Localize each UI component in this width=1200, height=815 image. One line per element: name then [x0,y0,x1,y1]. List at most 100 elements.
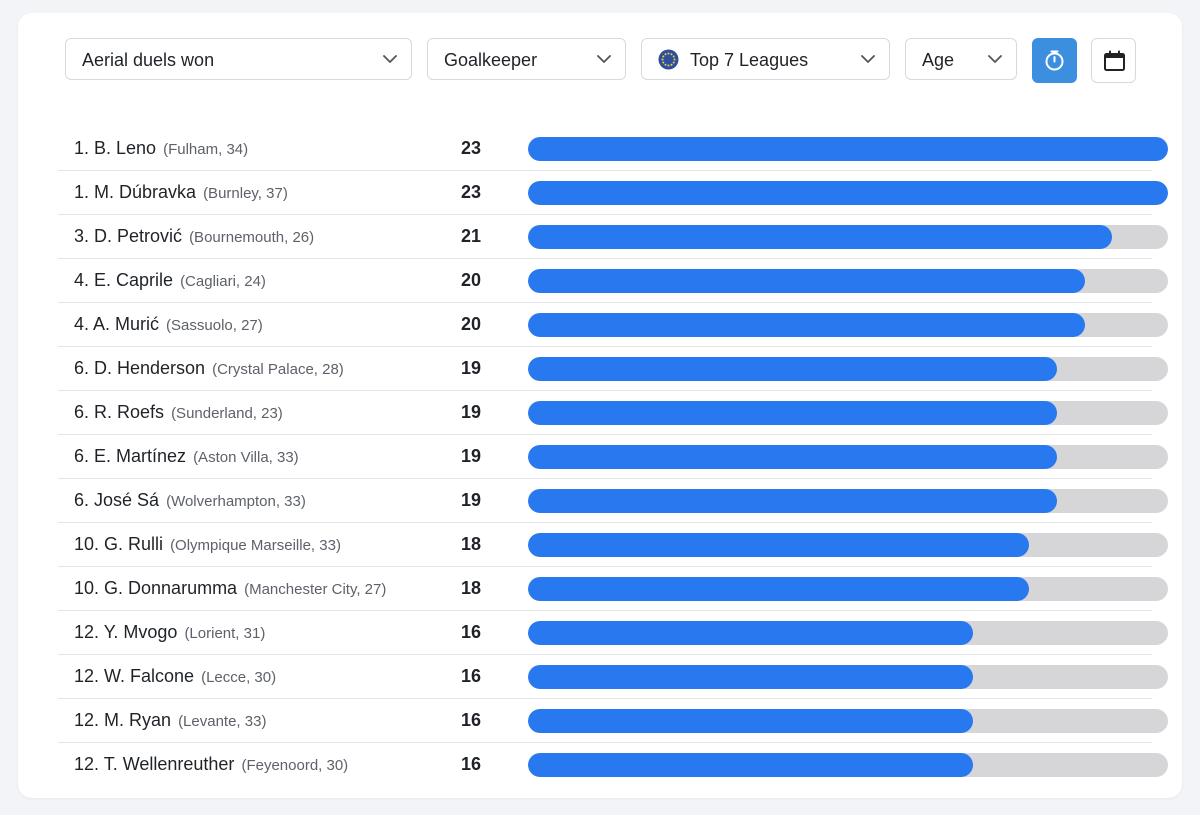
player-name-text: 12. Y. Mvogo [74,622,178,642]
bar-fill [528,357,1057,381]
player-row[interactable]: 6. R. Roefs (Sunderland, 23) 19 [58,391,1168,435]
player-name: 6. José Sá (Wolverhampton, 33) [74,490,306,511]
player-name: 12. T. Wellenreuther (Feyenoord, 30) [74,754,348,775]
filter-toolbar: Aerial duels won Goalkeeper Top 7 League… [65,38,1145,83]
player-value: 23 [460,182,482,202]
player-team-age: (Crystal Palace, 28) [212,361,344,378]
player-team-age: (Lorient, 31) [184,625,266,642]
player-team-age: (Aston Villa, 33) [193,449,299,466]
bar-fill [528,489,1057,513]
player-team-age: (Olympique Marseille, 33) [170,537,341,554]
timer-button[interactable] [1032,38,1077,83]
player-name-text: 10. G. Rulli [74,534,164,554]
player-row[interactable]: 6. D. Henderson (Crystal Palace, 28) 19 [58,347,1168,391]
leaderboard-list: 1. B. Leno (Fulham, 34) 23 1. M. Dúbravka … [58,127,1168,787]
player-name: 10. G. Donnarumma (Manchester City, 27) [74,578,386,599]
player-value: 16 [460,710,482,730]
sort-dropdown-label: Age [922,50,955,70]
player-team-age: (Bournemouth, 26) [189,229,315,246]
player-name-text: 6. R. Roefs [74,402,165,422]
player-row[interactable]: 12. T. Wellenreuther (Feyenoord, 30) 16 [58,743,1168,787]
bar-track [528,225,1168,249]
player-name: 6. R. Roefs (Sunderland, 23) [74,402,283,423]
bar-fill [528,401,1057,425]
calendar-icon [1104,50,1125,71]
player-name: 1. B. Leno (Fulham, 34) [74,138,248,159]
player-team-age: (Levante, 33) [178,713,267,730]
player-name-text: 4. A. Murić [74,314,160,334]
bar-track [528,313,1168,337]
bar-fill [528,577,1029,601]
player-name-text: 12. T. Wellenreuther [74,754,235,774]
bar-track [528,665,1168,689]
bar-track [528,357,1168,381]
player-row[interactable]: 6. José Sá (Wolverhampton, 33) 19 [58,479,1168,523]
metric-dropdown[interactable]: Aerial duels won [65,38,412,80]
bar-track [528,489,1168,513]
bar-fill [528,621,974,645]
player-name: 1. M. Dúbravka (Burnley, 37) [74,182,288,203]
player-name: 6. D. Henderson (Crystal Palace, 28) [74,358,344,379]
player-row[interactable]: 1. B. Leno (Fulham, 34) 23 [58,127,1168,171]
player-row[interactable]: 12. Y. Mvogo (Lorient, 31) 16 [58,611,1168,655]
player-row[interactable]: 1. M. Dúbravka (Burnley, 37) 23 [58,171,1168,215]
player-name-text: 4. E. Caprile [74,270,174,290]
player-name: 12. Y. Mvogo (Lorient, 31) [74,622,265,643]
bar-fill [528,269,1085,293]
player-name-text: 1. M. Dúbravka [74,182,197,202]
metric-dropdown-label: Aerial duels won [82,50,215,70]
player-team-age: (Lecce, 30) [201,669,277,686]
bar-track [528,137,1168,161]
calendar-button[interactable] [1091,38,1136,83]
player-name: 3. D. Petrović (Bournemouth, 26) [74,226,314,247]
bar-track [528,577,1168,601]
player-row[interactable]: 10. G. Donnarumma (Manchester City, 27) 1… [58,567,1168,611]
player-team-age: (Burnley, 37) [203,185,288,202]
bar-fill [528,181,1168,205]
player-value: 20 [460,270,482,290]
player-row[interactable]: 3. D. Petrović (Bournemouth, 26) 21 [58,215,1168,259]
player-name-text: 6. E. Martínez [74,446,187,466]
player-value: 16 [460,754,482,774]
player-name: 6. E. Martínez (Aston Villa, 33) [74,446,299,467]
bar-fill [528,709,974,733]
bar-fill [528,445,1057,469]
player-team-age: (Sunderland, 23) [171,405,283,422]
sort-dropdown[interactable]: Age [905,38,1017,80]
globe-icon [658,49,679,70]
player-team-age: (Cagliari, 24) [180,273,266,290]
player-team-age: (Sassuolo, 27) [166,317,263,334]
player-value: 19 [460,446,482,466]
player-value: 16 [460,622,482,642]
player-row[interactable]: 12. W. Falcone (Lecce, 30) 16 [58,655,1168,699]
player-row[interactable]: 4. E. Caprile (Cagliari, 24) 20 [58,259,1168,303]
player-name-text: 1. B. Leno [74,138,157,158]
player-name: 12. W. Falcone (Lecce, 30) [74,666,276,687]
league-dropdown-label: Top 7 Leagues [690,50,809,70]
player-value: 18 [460,534,482,554]
league-dropdown[interactable]: Top 7 Leagues [641,38,890,80]
chevron-down-icon [597,55,611,63]
player-value: 23 [460,138,482,158]
player-name-text: 12. W. Falcone [74,666,195,686]
bar-fill [528,533,1029,557]
chevron-down-icon [988,55,1002,63]
player-name: 12. M. Ryan (Levante, 33) [74,710,266,731]
player-name-text: 6. D. Henderson [74,358,206,378]
player-row[interactable]: 4. A. Murić (Sassuolo, 27) 20 [58,303,1168,347]
player-row[interactable]: 10. G. Rulli (Olympique Marseille, 33) 18 [58,523,1168,567]
player-name-text: 6. José Sá [74,490,160,510]
player-row[interactable]: 12. M. Ryan (Levante, 33) 16 [58,699,1168,743]
chevron-down-icon [383,55,397,63]
stopwatch-icon [1045,50,1064,71]
player-value: 19 [460,402,482,422]
player-name: 4. A. Murić (Sassuolo, 27) [74,314,263,335]
bar-track [528,753,1168,777]
player-name-text: 3. D. Petrović [74,226,183,246]
leaderboard-card: Aerial duels won Goalkeeper Top 7 League… [18,13,1182,798]
bar-track [528,709,1168,733]
position-dropdown[interactable]: Goalkeeper [427,38,626,80]
player-team-age: (Wolverhampton, 33) [166,493,306,510]
player-row[interactable]: 6. E. Martínez (Aston Villa, 33) 19 [58,435,1168,479]
chevron-down-icon [861,55,875,63]
